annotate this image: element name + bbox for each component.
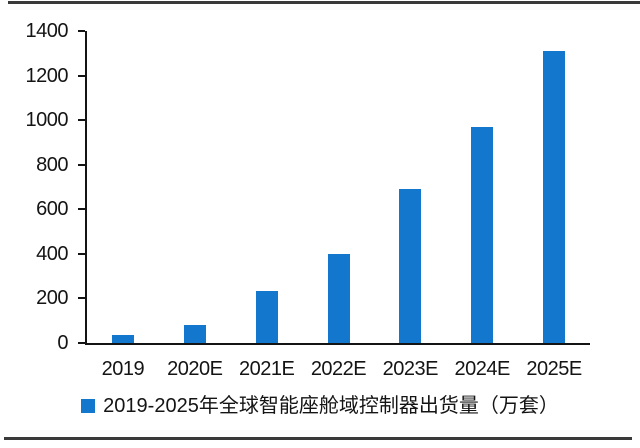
legend-label: 2019-2025年全球智能座舱域控制器出货量（万套） bbox=[103, 395, 559, 417]
y-tick-mark bbox=[78, 208, 85, 211]
y-tick-label: 0 bbox=[57, 332, 68, 354]
y-tick-label: 400 bbox=[36, 242, 68, 265]
y-tick-mark bbox=[78, 252, 85, 255]
x-axis-labels: 2019 2020E 2021E 2022E 2023E 2024E 2025E bbox=[87, 357, 590, 383]
y-tick-mark bbox=[78, 163, 85, 166]
x-category-label: 2022E bbox=[310, 358, 367, 380]
x-category-label: 2025E bbox=[526, 358, 582, 380]
bar bbox=[399, 189, 422, 343]
bar bbox=[183, 325, 206, 343]
top-border-line bbox=[8, 1, 640, 4]
y-tick-label: 1000 bbox=[25, 109, 69, 132]
bar bbox=[543, 51, 566, 343]
x-category-label: 2020E bbox=[167, 358, 223, 380]
y-tick-label: 1200 bbox=[25, 64, 69, 87]
y-axis-labels: 0 200 400 600 800 1000 1200 1400 bbox=[0, 0, 69, 448]
x-category-label: 2024E bbox=[454, 358, 511, 380]
legend: 2019-2025年全球智能座舱域控制器出货量（万套） bbox=[0, 392, 640, 420]
x-category-label: 2021E bbox=[238, 358, 295, 380]
bar bbox=[471, 126, 494, 343]
x-category-label: 2023E bbox=[382, 358, 439, 380]
y-tick-label: 800 bbox=[36, 153, 68, 176]
bar bbox=[255, 290, 278, 343]
y-tick-label: 600 bbox=[36, 198, 68, 221]
legend-marker-icon bbox=[81, 399, 96, 413]
bar bbox=[327, 253, 350, 343]
bottom-border-line bbox=[4, 437, 632, 440]
y-tick-mark bbox=[78, 342, 85, 344]
y-tick-label: 200 bbox=[36, 287, 68, 310]
plot-area bbox=[78, 30, 590, 345]
y-tick-mark bbox=[78, 74, 85, 77]
bar bbox=[111, 335, 134, 343]
y-tick-mark bbox=[78, 119, 85, 122]
x-category-label: 2019 bbox=[101, 358, 145, 380]
y-tick-mark bbox=[78, 297, 85, 300]
y-tick-mark bbox=[78, 30, 85, 32]
y-tick-label: 1400 bbox=[25, 20, 69, 42]
